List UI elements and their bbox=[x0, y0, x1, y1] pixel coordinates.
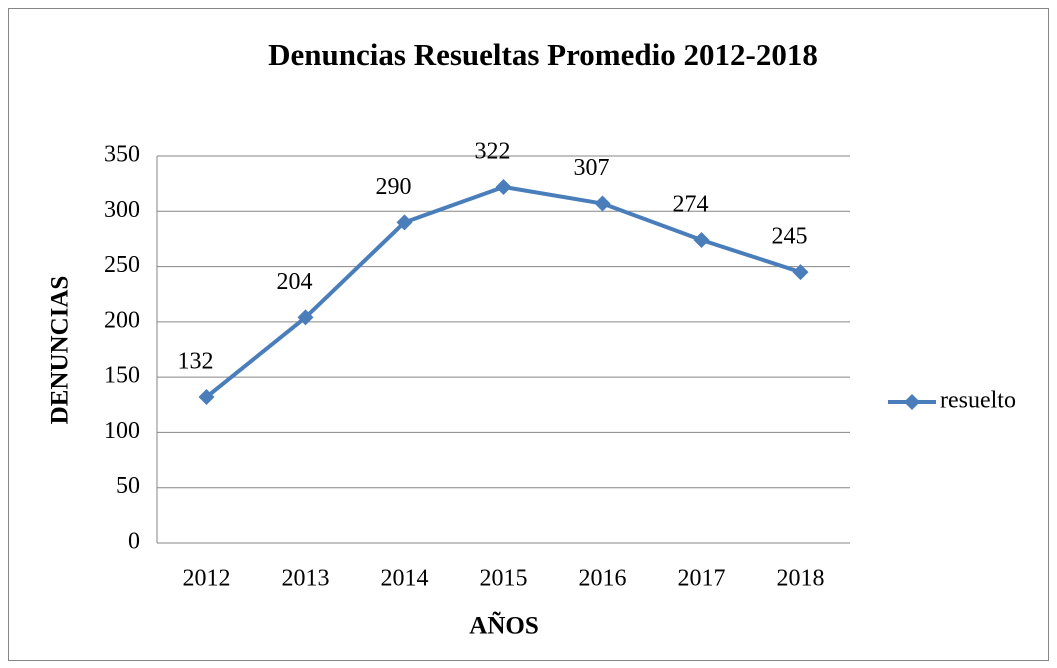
data-label: 322 bbox=[475, 138, 511, 164]
data-label: 132 bbox=[178, 349, 214, 375]
marker bbox=[495, 178, 512, 195]
x-tick-label: 2018 bbox=[777, 566, 825, 592]
data-label: 204 bbox=[277, 269, 313, 295]
marker bbox=[396, 214, 413, 231]
legend-marker bbox=[904, 394, 920, 410]
data-label: 274 bbox=[673, 192, 709, 218]
marker bbox=[792, 264, 809, 281]
x-tick-label: 2017 bbox=[678, 566, 726, 592]
x-tick-label: 2012 bbox=[183, 566, 231, 592]
x-tick-label: 2015 bbox=[480, 566, 528, 592]
y-axis-title: DENUNCIAS bbox=[47, 276, 74, 425]
x-tick-label: 2014 bbox=[381, 566, 429, 592]
x-tick-label: 2016 bbox=[579, 566, 627, 592]
y-tick-label: 150 bbox=[104, 363, 140, 389]
y-tick-label: 300 bbox=[104, 197, 140, 223]
y-tick-label: 50 bbox=[116, 473, 140, 499]
y-tick-label: 100 bbox=[104, 418, 140, 444]
y-tick-label: 0 bbox=[128, 529, 140, 555]
y-tick-label: 350 bbox=[104, 142, 140, 168]
data-label: 307 bbox=[574, 155, 610, 181]
marker bbox=[198, 389, 215, 406]
data-label: 245 bbox=[772, 224, 808, 250]
y-tick-label: 250 bbox=[104, 252, 140, 278]
marker bbox=[594, 195, 611, 212]
x-axis-title: AÑOS bbox=[469, 612, 538, 640]
chart-border bbox=[8, 8, 1049, 661]
x-tick-label: 2013 bbox=[282, 566, 330, 592]
legend-label: resuelto bbox=[940, 388, 1016, 414]
data-label: 290 bbox=[376, 174, 412, 200]
marker bbox=[693, 232, 710, 249]
marker bbox=[297, 309, 314, 326]
y-tick-label: 200 bbox=[104, 307, 140, 333]
chart-title: Denuncias Resueltas Promedio 2012-2018 bbox=[268, 37, 818, 72]
